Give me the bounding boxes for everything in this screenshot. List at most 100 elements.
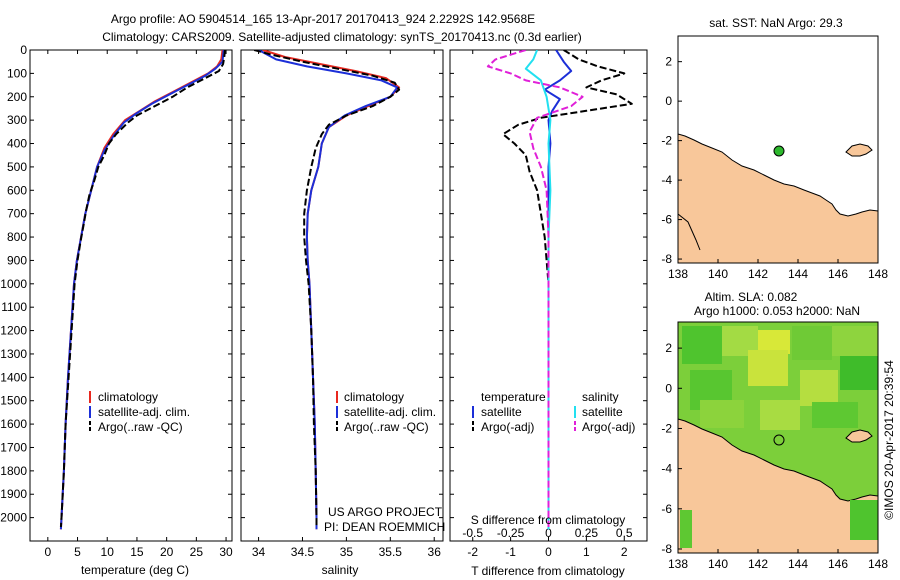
x-tick-label: 30	[219, 545, 233, 559]
s-tick-label: 0	[545, 526, 552, 540]
s-difference-label: S difference from climatology	[471, 513, 626, 527]
x-tick-label: 35.5	[379, 545, 403, 559]
depth-tick-label: 1600	[0, 417, 27, 431]
depth-tick-label: 400	[7, 137, 27, 151]
salinity-xlabel: salinity	[322, 563, 359, 577]
sla-new-britain-island	[845, 429, 873, 443]
legend-label-climatology: climatology	[344, 390, 404, 404]
s-tick-label: -0.5	[462, 526, 483, 540]
depth-tick-label: 1200	[0, 324, 27, 338]
series-line-argo-raw-qc	[59, 50, 226, 528]
legend-heading-salinity: salinity	[582, 390, 619, 404]
salinity-x-axis: 34 34.5 35 35.5 36	[252, 50, 441, 559]
x-tick-label: 0	[545, 545, 552, 559]
sla-field-cell	[748, 350, 788, 386]
depth-tick-label: 2000	[0, 511, 27, 525]
sla-field-cell	[812, 402, 858, 428]
salinity-depth-ticks	[241, 49, 443, 519]
sla-map-title-line2: Argo h1000: 0.053 h2000: NaN	[694, 304, 860, 318]
map-x-tick-label: 142	[748, 267, 768, 281]
legend-label-t-argo: Argo(-adj)	[481, 420, 534, 434]
legend-label-s-satellite: satellite	[582, 405, 623, 419]
salinity-series	[253, 50, 401, 530]
map-y-tick-label: 2	[665, 341, 672, 355]
x-tick-label: 35	[340, 545, 354, 559]
sla-map-frame	[677, 321, 879, 554]
s-tick-label: 0.25	[575, 526, 599, 540]
map-y-tick-label: -6	[661, 213, 672, 227]
sla-field-cell	[680, 510, 692, 548]
legend-label-argo: Argo(..raw -QC)	[98, 420, 183, 434]
x-tick-label: 0	[44, 545, 51, 559]
sla-map-axes: 138 140 142 144 146 148 2 0 -2 -4 -6 -8	[661, 341, 888, 571]
depth-tick-label: 100	[7, 66, 27, 80]
imos-credit: ©IMOS 20-Apr-2017 20:39:54	[882, 360, 896, 520]
difference-xlabel: T difference from climatology	[471, 564, 625, 578]
map-x-tick-label: 148	[868, 557, 888, 571]
map-x-tick-label: 140	[708, 557, 728, 571]
map-y-tick-label: -8	[661, 252, 672, 266]
depth-tick-label: 0	[20, 43, 27, 57]
new-britain-island	[845, 143, 873, 157]
sla-argo-float-marker	[773, 434, 785, 446]
map-y-tick-label: 0	[665, 94, 672, 108]
s-tick-label: -0.25	[497, 526, 525, 540]
depth-tick-label: 1100	[1, 300, 27, 314]
salinity-panel: 34 34.5 35 35.5 36 salinity climatology sate…	[240, 49, 445, 577]
map-x-tick-label: 142	[748, 557, 768, 571]
x-tick-label: 34.5	[291, 545, 315, 559]
map-x-tick-label: 146	[828, 267, 848, 281]
depth-tick-label: 1700	[0, 440, 27, 454]
coastline-detail	[678, 213, 701, 251]
map-y-tick-label: 0	[665, 381, 672, 395]
map-y-tick-label: -4	[661, 462, 672, 476]
x-tick-label: 34	[252, 545, 266, 559]
depth-tick-label: 1900	[0, 487, 27, 501]
sla-map-title-line1: Altim. SLA: 0.082	[705, 290, 798, 304]
legend-label-s-argo: Argo(-adj)	[582, 420, 635, 434]
depth-tick-label: 300	[7, 113, 27, 127]
x-tick-label: -1	[505, 545, 516, 559]
x-tick-label: 36	[428, 545, 442, 559]
difference-depth-ticks	[450, 49, 647, 519]
temperature-series	[59, 50, 226, 530]
temperature-legend: climatology satellite-adj. clim. Argo(..…	[89, 390, 190, 434]
sla-field-cell	[682, 326, 722, 364]
temperature-plot-frame	[29, 49, 233, 542]
depth-tick-label: 1800	[0, 464, 27, 478]
difference-panel: -2 -1 0 1 2 -0.5 -0.25 0 0.25 0.5 S difference fr…	[449, 49, 648, 578]
map-x-tick-label: 146	[828, 557, 848, 571]
map-x-tick-label: 144	[788, 557, 808, 571]
temperature-xlabel: temperature (deg C)	[81, 563, 189, 577]
x-tick-label: -2	[467, 545, 478, 559]
x-tick-label: 10	[101, 545, 115, 559]
map-x-tick-label: 144	[788, 267, 808, 281]
map-y-tick-label: -2	[661, 134, 672, 148]
sst-argo-float-marker	[773, 145, 785, 157]
legend-label-satellite: satellite-adj. clim.	[98, 405, 190, 419]
salinity-plot-frame	[240, 49, 444, 542]
series-line-salinity-argo-adj	[486, 50, 584, 527]
series-line-argo-raw-qc	[253, 50, 401, 527]
x-tick-label: 5	[74, 545, 81, 559]
sla-field-cell	[792, 326, 832, 360]
sla-field-cell	[832, 326, 878, 356]
legend-label-climatology: climatology	[98, 390, 158, 404]
sla-map-panel: Altim. SLA: 0.082 Argo h1000: 0.053 h200…	[661, 290, 888, 571]
sst-map-panel: sat. SST: NaN Argo: 29.3 138 140 142 144 146…	[661, 16, 888, 281]
sla-field-cell	[840, 356, 878, 390]
depth-axis: 0 100 200 300 400 500 600 700 800 900 1000 1100 1200…	[0, 43, 232, 525]
sla-field-cell	[850, 500, 878, 540]
x-tick-label: 2	[621, 545, 628, 559]
depth-tick-label: 700	[7, 207, 27, 221]
map-y-tick-label: 2	[665, 55, 672, 69]
pi-annotation: PI: DEAN ROEMMICH	[324, 520, 445, 534]
sst-map-axes: 138 140 142 144 146 148 2 0 -2 -4 -6 -8	[661, 55, 888, 281]
depth-tick-label: 1000	[0, 277, 27, 291]
legend-label-t-satellite: satellite	[481, 405, 522, 419]
sla-field-cell	[700, 400, 744, 428]
figure-title-line1: Argo profile: AO 5904514_165 13-Apr-2017…	[111, 12, 535, 26]
map-x-tick-label: 148	[868, 267, 888, 281]
map-y-tick-label: -8	[661, 542, 672, 556]
depth-tick-label: 900	[7, 253, 27, 267]
